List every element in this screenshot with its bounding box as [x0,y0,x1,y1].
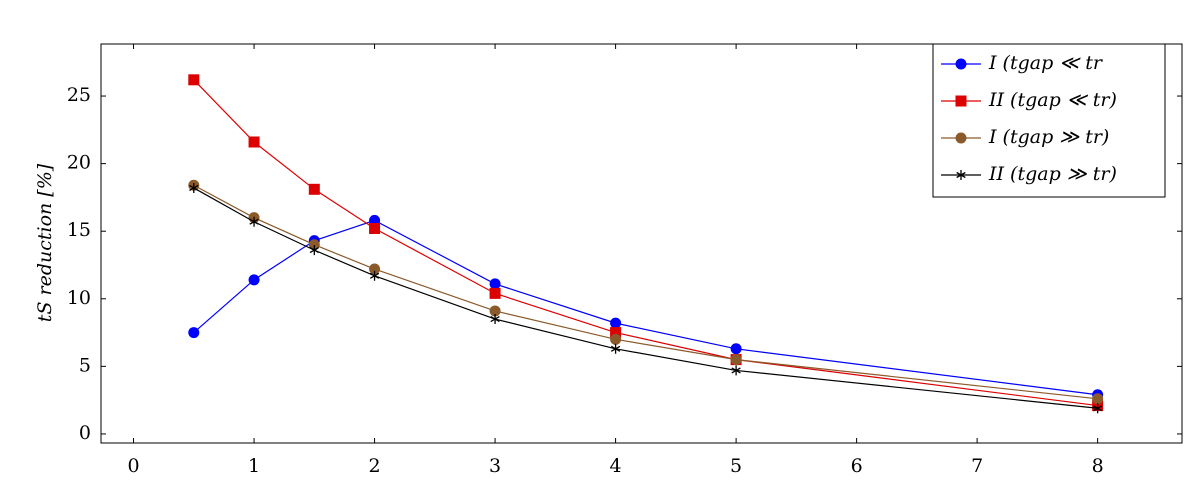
x-tick-label: 5 [730,455,742,477]
marker [369,263,381,275]
marker [248,274,260,286]
legend-box [932,43,1166,198]
marker [489,278,501,290]
marker [308,239,320,251]
legend-marker [956,170,966,180]
marker [730,354,742,366]
x-tick-label: 6 [851,455,863,477]
y-tick-label: 10 [67,287,91,309]
y-tick-label: 25 [67,84,91,106]
series-line [193,219,1098,396]
x-tick-label: 8 [1092,455,1104,477]
marker [489,305,501,317]
x-tick-label: 0 [127,455,139,477]
marker [369,222,381,234]
series-line [193,187,1098,409]
x-tick-label: 7 [971,455,983,477]
marker [610,333,622,345]
marker [309,245,319,256]
marker [369,270,380,281]
marker [189,182,199,193]
x-tick-label: 3 [489,455,501,477]
legend-marker [955,132,967,144]
x-tick-label: 1 [248,455,260,477]
y-tick-label: 0 [79,422,91,444]
x-tick-label: 4 [610,455,622,477]
legend-label: I (tgap ≪ tr [988,52,1104,74]
x-tick-label: 2 [369,455,381,477]
marker [1092,403,1103,414]
legend-label: I (tgap ≫ tr) [988,126,1109,148]
y-axis-label: tS reduction [%] [34,163,56,322]
marker [610,317,622,329]
marker [188,74,200,86]
y-tick-label: 15 [67,219,91,241]
marker [248,136,260,148]
y-tick-label: 5 [79,354,91,376]
legend-label: II (tgap ≫ tr) [988,163,1117,185]
series-line [193,79,1098,407]
plot-frame [100,43,1183,444]
marker [610,343,621,354]
series-line [193,184,1098,400]
marker [1092,393,1104,405]
legend-marker [955,58,967,70]
y-tick-label: 20 [67,152,91,174]
marker [308,183,320,195]
marker [730,343,742,355]
marker [489,287,501,299]
marker [610,327,622,339]
marker [249,216,259,227]
marker [188,327,200,339]
legend-label: II (tgap ≪ tr) [988,89,1117,111]
marker [490,314,500,325]
marker [731,365,741,376]
legend-marker [955,95,967,107]
